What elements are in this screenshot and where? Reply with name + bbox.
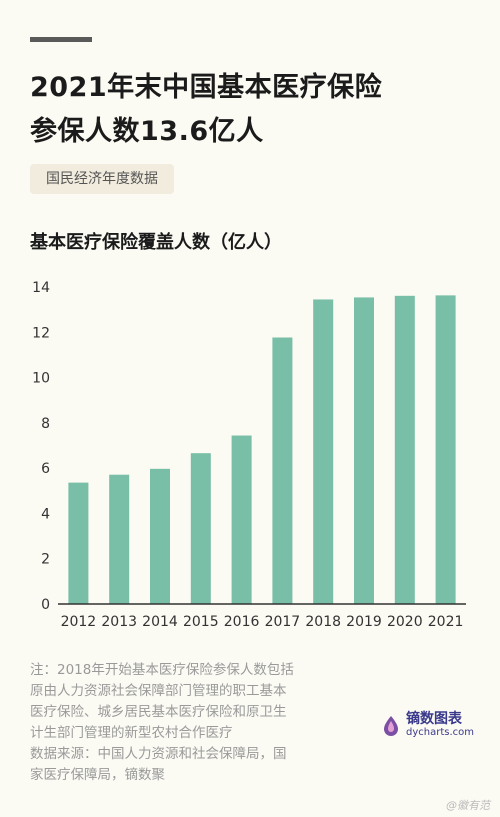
x-tick-label: 2015 [183, 614, 219, 630]
bar-chart: 0 2 4 6 8 10 12 14 2012 2013 2014 2015 2016 2017 2018 2… [32, 280, 466, 630]
bar [354, 297, 374, 604]
x-tick-label: 2019 [346, 614, 382, 630]
x-tick-label: 2020 [387, 614, 423, 630]
x-tick-label: 2018 [305, 614, 341, 630]
bar [109, 474, 130, 604]
bar [272, 337, 293, 604]
bar [68, 482, 89, 604]
bar [435, 295, 456, 604]
x-tick-label: 2017 [265, 614, 301, 630]
footnote-line: 原由人力资源社会保障部门管理的职工基本 [30, 683, 287, 699]
bar [394, 295, 415, 604]
logo-url: dycharts.com [406, 727, 475, 739]
footnote-line: 注：2018年开始基本医疗保险参保人数包括 [30, 662, 294, 678]
y-tick-label: 6 [41, 461, 50, 477]
y-tick-label: 12 [32, 325, 50, 341]
bar [150, 468, 170, 604]
source-line: 家医疗保障局，镝数聚 [30, 767, 165, 783]
chart-title: 基本医疗保险覆盖人数（亿人） [30, 232, 282, 253]
bar [231, 435, 252, 604]
logo-name: 镝数图表 [406, 711, 462, 727]
y-tick-label: 8 [41, 416, 50, 432]
title-line-2: 参保人数13.6亿人 [30, 116, 264, 147]
top-accent-bar [30, 37, 92, 42]
brand-logo: 镝数图表 dycharts.com [380, 711, 475, 739]
logo-icon [384, 716, 398, 737]
footnote-line: 计生部门管理的新型农村合作医疗 [30, 725, 233, 741]
y-tick-label: 2 [41, 552, 50, 568]
watermark: @徽有范 [446, 799, 490, 812]
y-tick-label: 10 [32, 371, 50, 387]
x-tick-label: 2013 [101, 614, 137, 630]
footnote-line: 医疗保险、城乡居民基本医疗保险和原卫生 [30, 704, 287, 720]
x-tick-label: 2014 [142, 614, 178, 630]
source-line: 数据来源：中国人力资源和社会保障局，国 [30, 746, 287, 762]
page-title: 2021年末中国基本医疗保险 参保人数13.6亿人 [30, 66, 382, 154]
bar [190, 453, 211, 604]
x-tick-label: 2012 [61, 614, 97, 630]
category-tag: 国民经济年度数据 [30, 164, 174, 194]
y-tick-label: 0 [41, 597, 50, 613]
x-tick-label: 2021 [428, 614, 464, 630]
x-tick-label: 2016 [224, 614, 260, 630]
title-line-1: 2021年末中国基本医疗保险 [30, 72, 383, 103]
bar [313, 299, 334, 604]
y-tick-label: 4 [41, 506, 50, 522]
y-tick-label: 14 [32, 280, 50, 296]
footnote: 注：2018年开始基本医疗保险参保人数包括 原由人力资源社会保障部门管理的职工基… [30, 660, 330, 786]
